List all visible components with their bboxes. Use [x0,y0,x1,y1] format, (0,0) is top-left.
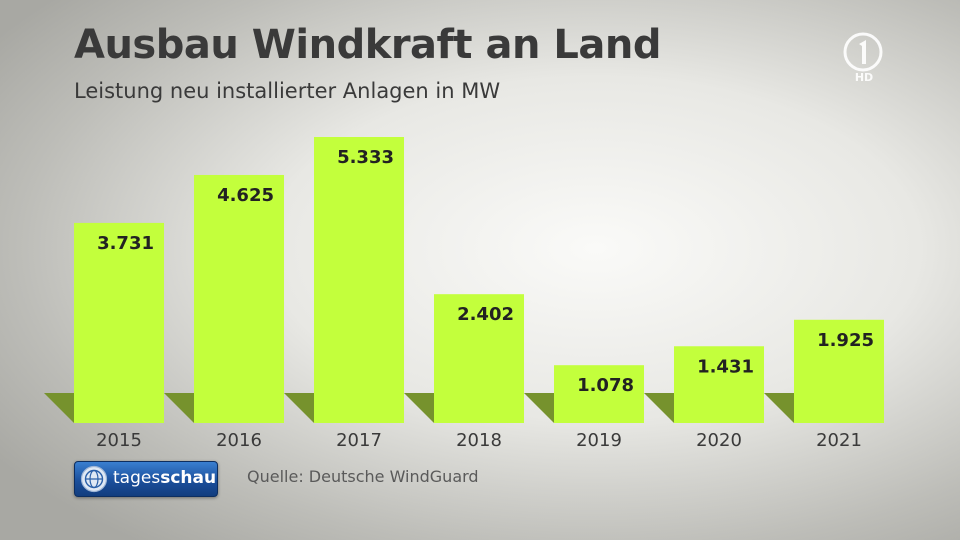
bar-shadow [644,393,674,423]
x-tick-label: 2017 [336,430,382,451]
bar-2018 [434,294,524,423]
wordmark-part-schau: schau [160,468,217,488]
bar-2015 [74,222,164,423]
source-note: Quelle: Deutsche WindGuard [247,467,479,486]
tagesschau-wordmark: tagesschau [113,468,216,488]
bar-value-label: 5.333 [337,147,394,168]
bar-value-label: 1.078 [577,375,634,396]
bar-shadow [284,393,314,423]
bar-shadow [524,393,554,423]
bar-2021 [794,319,884,423]
bar-2020 [674,346,764,423]
x-tick-label: 2021 [816,430,862,451]
bar-value-label: 2.402 [457,304,514,325]
bar-2017 [314,137,404,423]
bar-shadow [404,393,434,423]
bar-value-label: 4.625 [217,185,274,206]
bar-value-label: 1.431 [697,356,754,377]
x-tick-label: 2020 [696,430,742,451]
x-tick-label: 2019 [576,430,622,451]
bar-shadow [764,393,794,423]
tagesschau-logo: tagesschau [74,461,218,497]
x-tick-label: 2015 [96,430,142,451]
bar-shadow [164,393,194,423]
bar-value-label: 3.731 [97,233,154,254]
bar-2019 [554,365,644,423]
wordmark-part-tages: tages [113,468,161,488]
bar-shadow [44,393,74,423]
chart-subtitle: Leistung neu installierter Anlagen in MW [74,79,501,103]
bar-2016 [194,174,284,423]
tagesschau-globe-icon [80,465,108,493]
x-tick-label: 2016 [216,430,262,451]
x-tick-label: 2018 [456,430,502,451]
ard-1-logo-icon: HD [838,30,898,86]
bar-value-label: 1.925 [817,330,874,351]
chart-title: Ausbau Windkraft an Land [74,22,661,68]
hd-label: HD [855,71,873,84]
